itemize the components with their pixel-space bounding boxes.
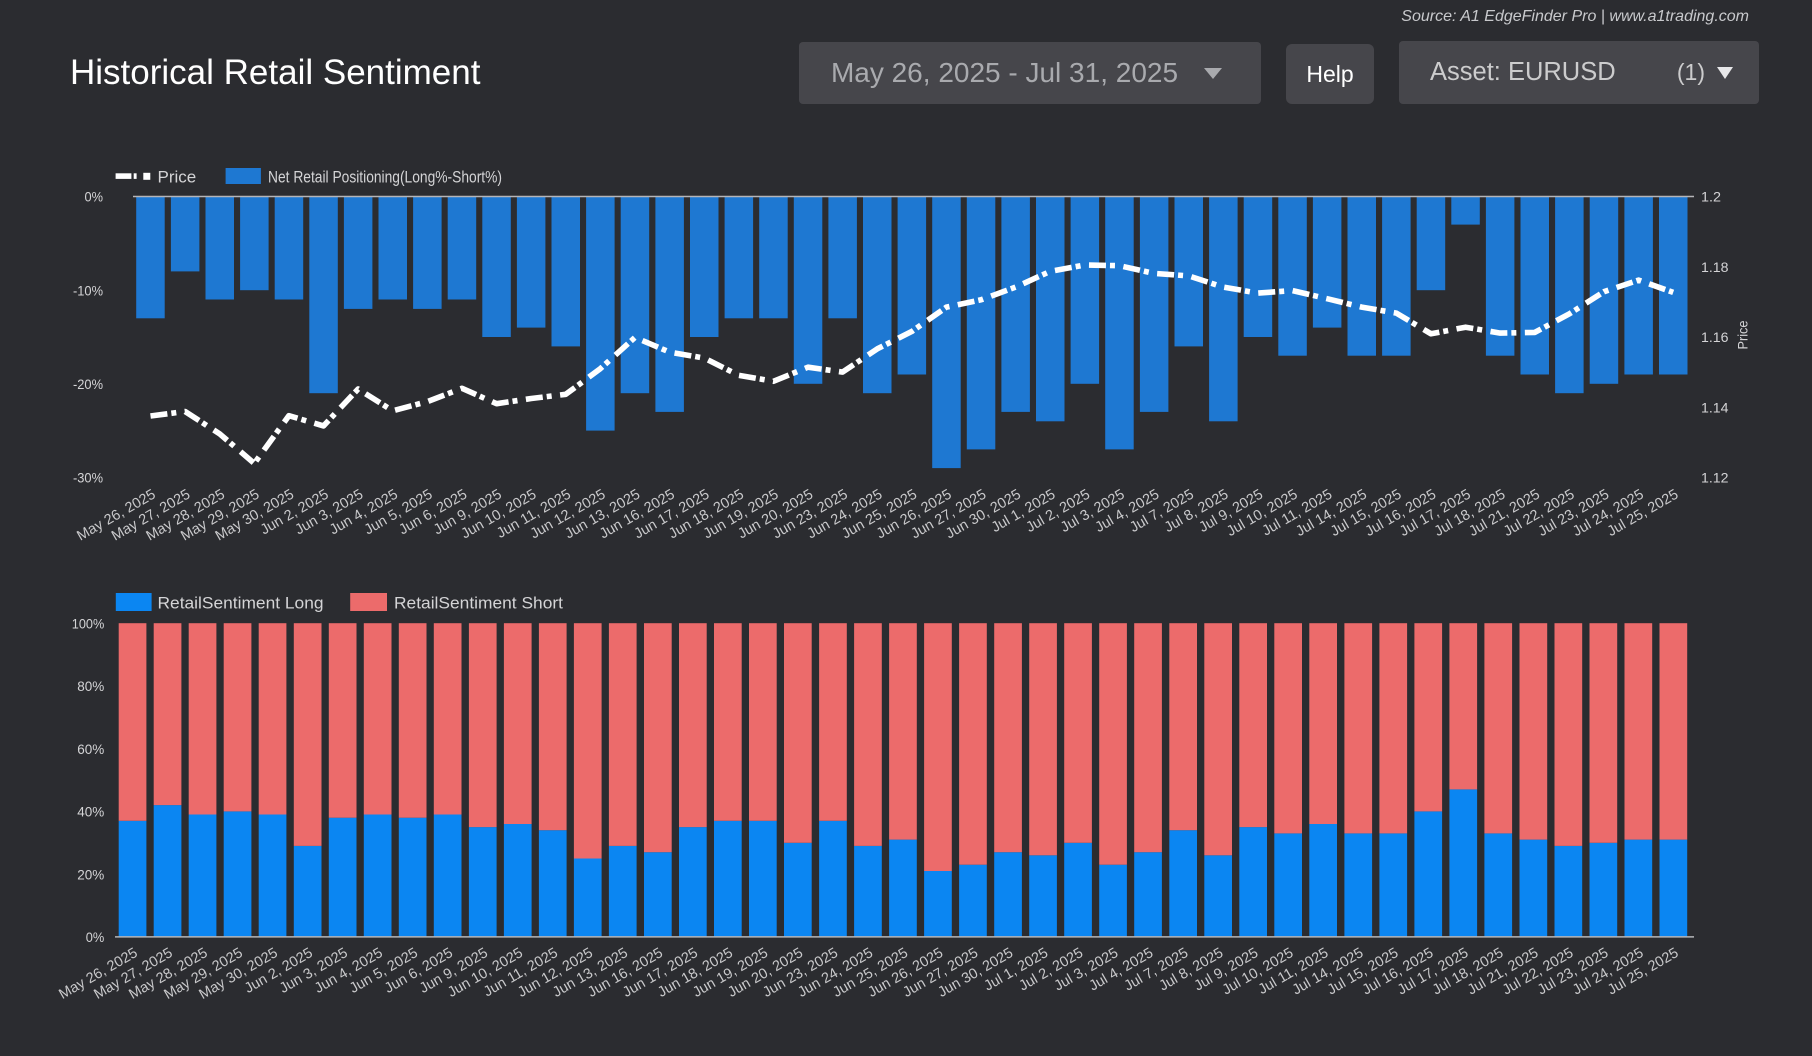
svg-text:1.2: 1.2 xyxy=(1701,189,1721,205)
svg-text:Net Retail Positioning(Long%-S: Net Retail Positioning(Long%-Short%) xyxy=(268,168,502,187)
svg-text:40%: 40% xyxy=(77,804,104,820)
svg-text:100%: 100% xyxy=(72,615,105,631)
svg-text:1.14: 1.14 xyxy=(1701,399,1729,415)
svg-text:RetailSentiment Short: RetailSentiment Short xyxy=(394,594,563,613)
svg-text:80%: 80% xyxy=(77,678,104,694)
svg-text:1.16: 1.16 xyxy=(1701,329,1729,345)
svg-text:Price: Price xyxy=(1735,320,1751,349)
svg-text:RetailSentiment Long: RetailSentiment Long xyxy=(158,594,324,613)
svg-text:-20%: -20% xyxy=(73,376,103,392)
svg-text:0%: 0% xyxy=(85,189,104,205)
svg-text:20%: 20% xyxy=(77,866,104,882)
svg-text:-10%: -10% xyxy=(73,282,103,298)
svg-text:1.12: 1.12 xyxy=(1701,470,1729,486)
svg-text:60%: 60% xyxy=(77,741,104,757)
svg-text:-30%: -30% xyxy=(73,470,103,486)
svg-text:0%: 0% xyxy=(86,929,105,945)
svg-text:Price: Price xyxy=(158,168,197,187)
svg-text:1.18: 1.18 xyxy=(1701,259,1729,275)
